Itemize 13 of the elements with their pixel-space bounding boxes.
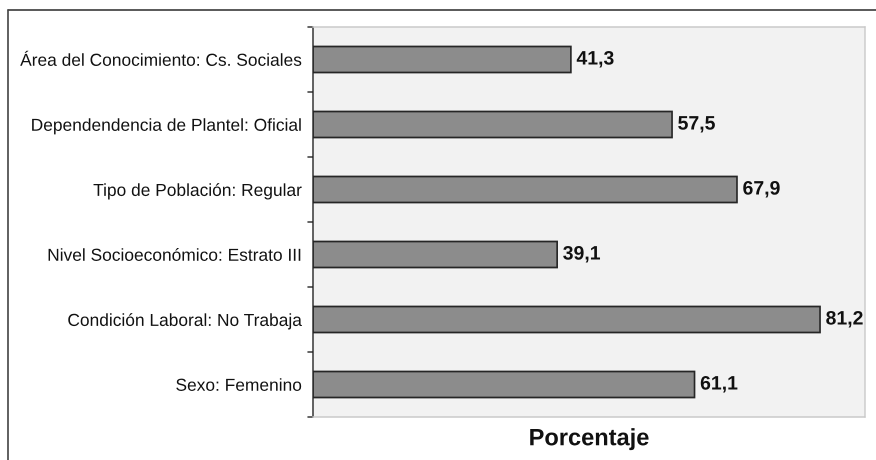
y-tick-label: Tipo de Población: Regular <box>94 183 302 200</box>
y-tick-label: Dependendencia de Plantel: Oficial <box>32 118 301 134</box>
data-label: 61,1 <box>700 376 738 393</box>
data-label: 39,1 <box>563 246 600 263</box>
y-tick-label: Sexo: Femenino <box>176 378 302 391</box>
x-axis-title: Porcentaje <box>530 428 649 450</box>
data-label: 41,3 <box>576 50 614 68</box>
y-tick-label: Área del Conocimiento: Cs. Sociales <box>20 50 302 66</box>
y-tick-label: Nivel Socioeconómico: Estrato III <box>48 248 300 261</box>
data-label: 57,5 <box>678 116 715 133</box>
y-tick-label: Condición Laboral: No Trabaja <box>68 313 302 330</box>
data-label: 67,9 <box>743 180 780 198</box>
data-label: 81,2 <box>826 310 863 328</box>
